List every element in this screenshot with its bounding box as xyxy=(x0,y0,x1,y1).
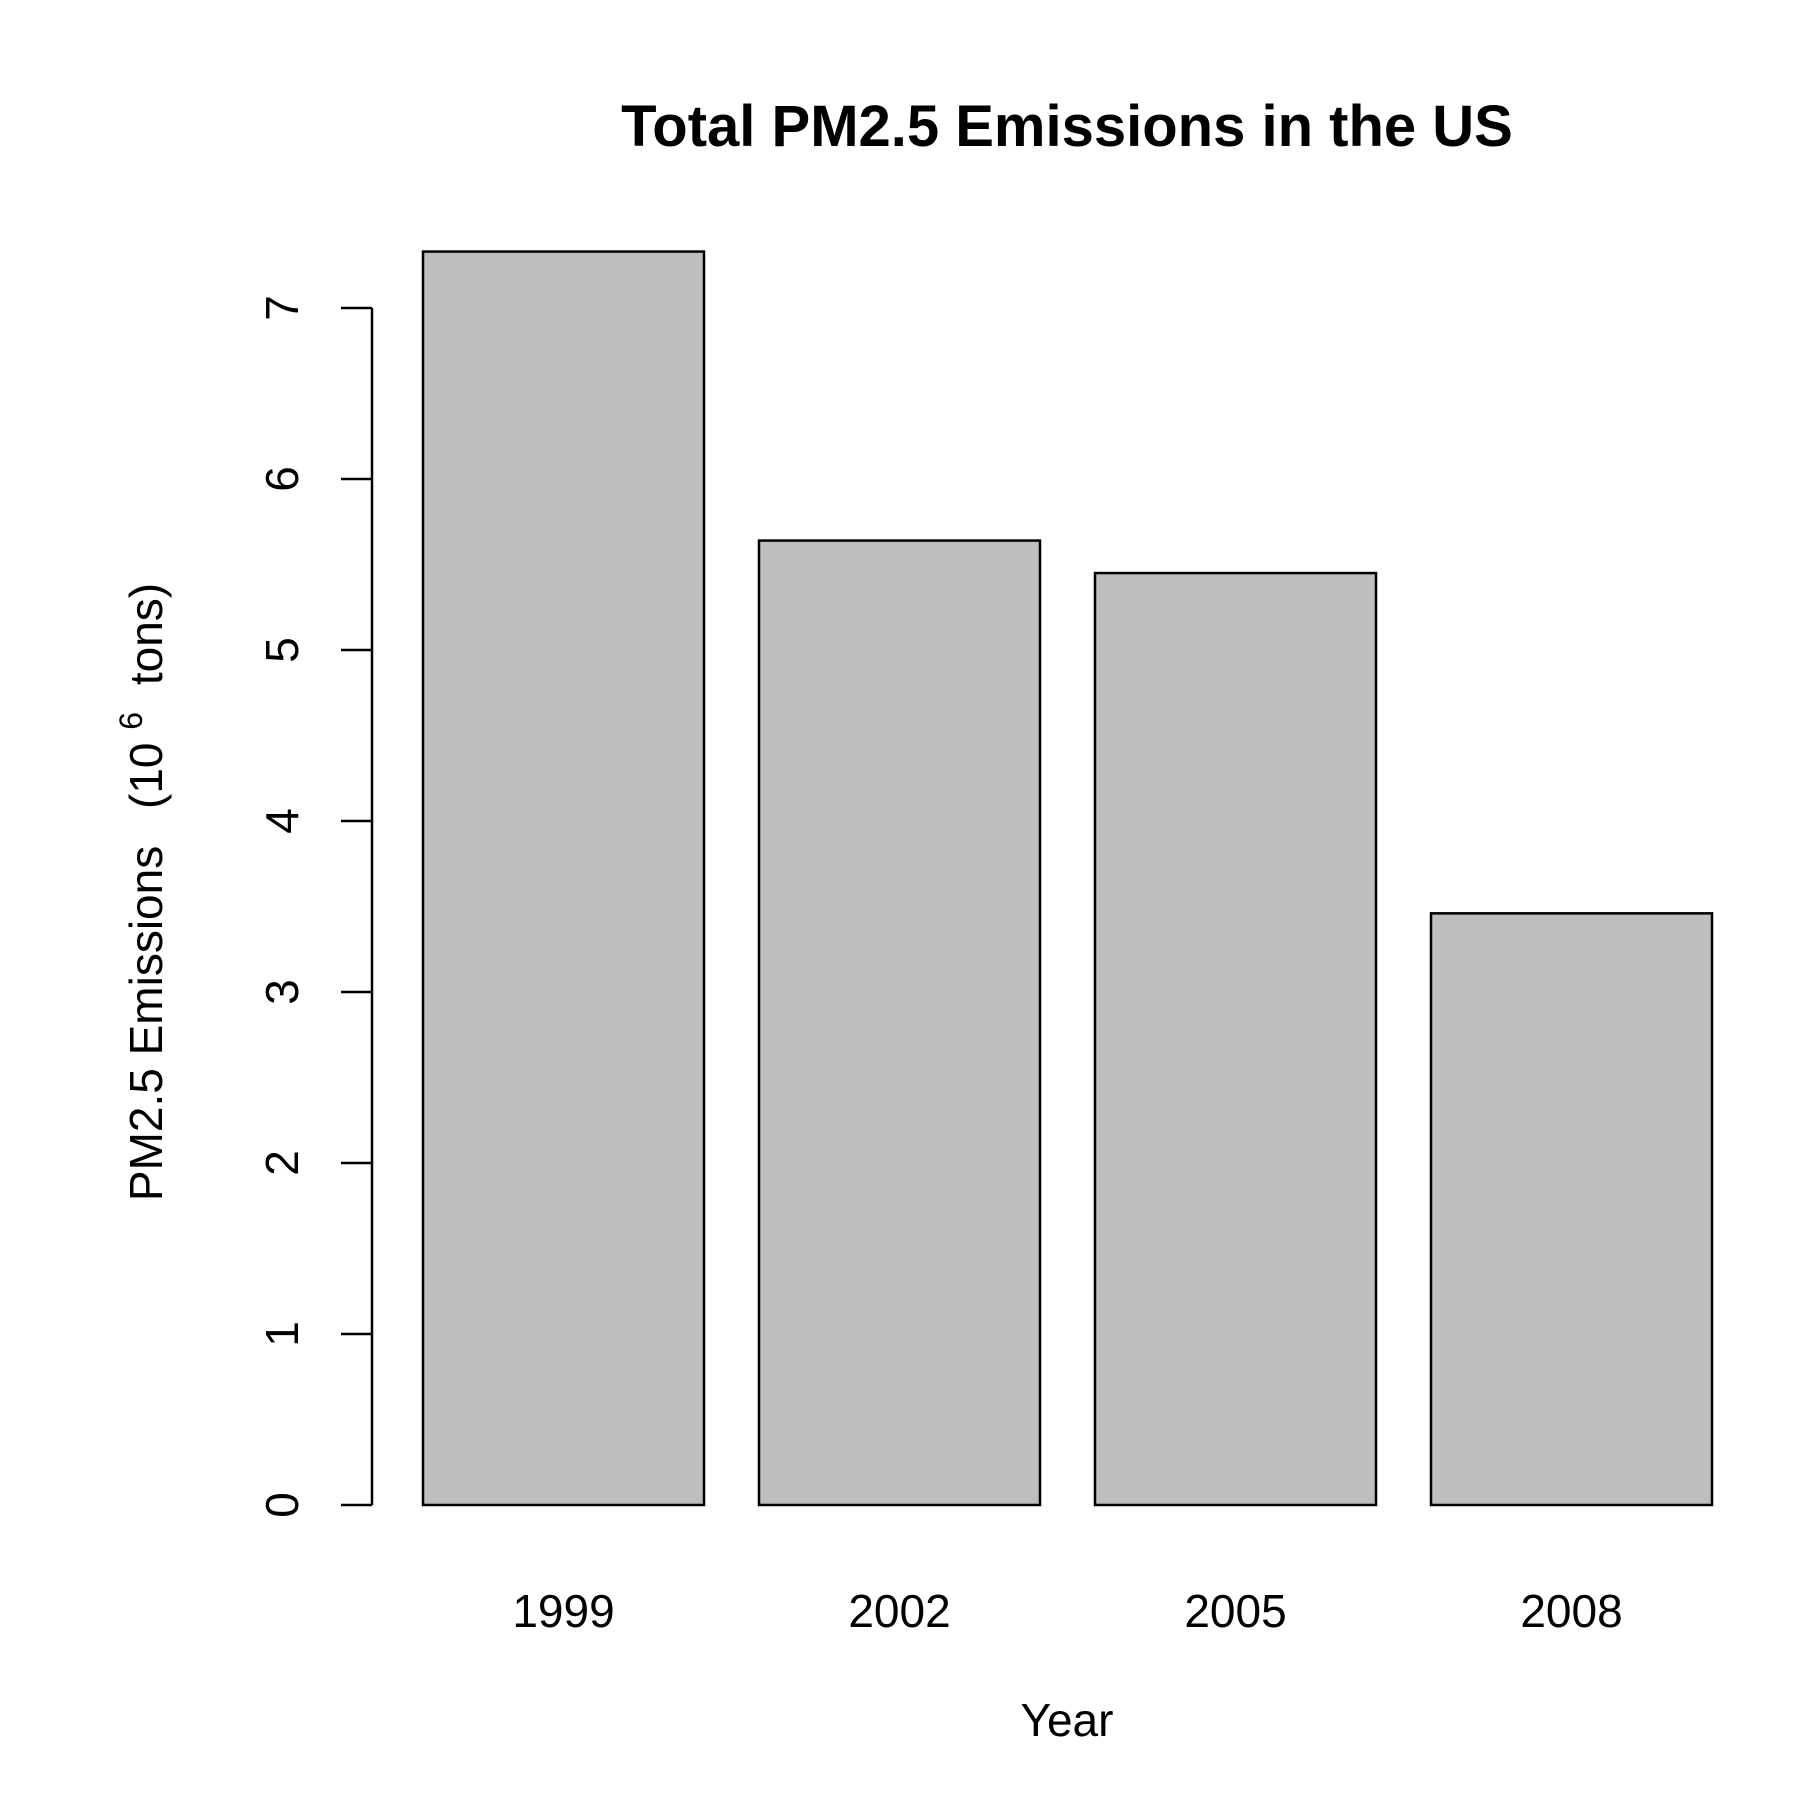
y-axis-title-main: PM2.5 Emissions xyxy=(120,846,172,1201)
x-axis-labels: 1999 2002 2005 2008 xyxy=(512,1585,1622,1637)
bar-2008 xyxy=(1429,912,1714,1507)
y-axis-title-unit-exp: 6 xyxy=(113,712,149,730)
y-tick-label: 0 xyxy=(256,1492,308,1518)
y-axis-title: PM2.5 Emissions (10 6 tons) xyxy=(100,583,172,1201)
y-axis-title-unit-open: (10 xyxy=(120,743,172,809)
chart-title: Total PM2.5 Emissions in the US xyxy=(621,94,1513,159)
x-tick-label: 1999 xyxy=(512,1585,614,1637)
y-axis: 0 1 2 3 4 5 6 7 xyxy=(256,295,374,1518)
x-tick-label: 2005 xyxy=(1184,1585,1286,1637)
x-tick-label: 2008 xyxy=(1520,1585,1622,1637)
y-tick-label: 4 xyxy=(256,808,308,834)
y-tick-label: 5 xyxy=(256,637,308,663)
bar-1999 xyxy=(421,250,706,1507)
y-tick-label: 3 xyxy=(256,979,308,1005)
bar-2002 xyxy=(757,539,1042,1507)
bars xyxy=(421,250,1714,1507)
x-tick-label: 2002 xyxy=(848,1585,950,1637)
y-tick-label: 7 xyxy=(256,295,308,321)
y-axis-title-unit-close: tons) xyxy=(120,583,172,685)
y-tick-label: 2 xyxy=(256,1150,308,1176)
y-tick-label: 1 xyxy=(256,1321,308,1347)
x-axis-title: Year xyxy=(1021,1694,1114,1746)
y-tick-label: 6 xyxy=(256,466,308,492)
bar-2005 xyxy=(1093,571,1378,1507)
